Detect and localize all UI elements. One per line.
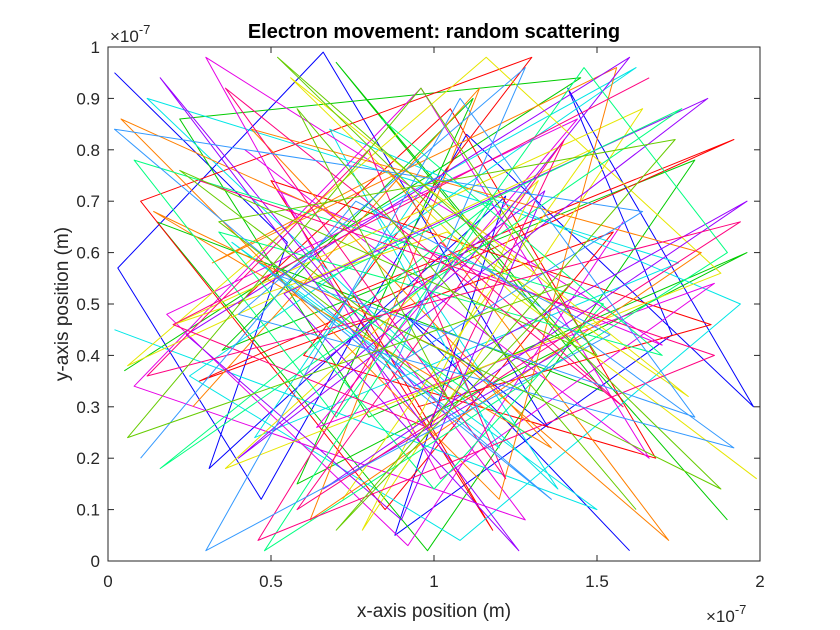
x-tick-label: 1.5 (585, 572, 609, 591)
x-exponent-base: ×10 (706, 607, 735, 626)
series-line-12 (127, 56, 722, 531)
y-axis-exponent: ×10-7 (110, 22, 150, 46)
y-tick-label: 0.4 (76, 346, 100, 365)
x-tick-label: 0.5 (259, 572, 283, 591)
y-exponent-power: -7 (139, 22, 151, 37)
x-exponent-power: -7 (735, 602, 747, 617)
y-tick-label: 0.5 (76, 295, 100, 314)
y-exponent-base: ×10 (110, 27, 139, 46)
y-tick-label: 1 (91, 38, 100, 57)
series-line-8 (159, 56, 748, 552)
y-tick-label: 0.6 (76, 244, 100, 263)
y-tick-label: 0.1 (76, 501, 100, 520)
x-axis-label: x-axis position (m) (357, 601, 511, 622)
series-line-11 (114, 67, 735, 552)
y-tick-label: 0.8 (76, 141, 100, 160)
y-tick-label: 0.2 (76, 449, 100, 468)
series-line-3 (140, 56, 735, 531)
x-tick-label: 1 (429, 572, 438, 591)
y-tick-label: 0 (91, 552, 100, 571)
y-axis-label: y-axis position (m) (52, 227, 73, 381)
series-line-6 (127, 56, 758, 531)
series-layer (114, 51, 758, 552)
series-line-9 (133, 67, 728, 552)
ticks-layer: 0 0.5 1 1.5 2 0 0.1 0.2 0.3 0.4 0.5 0.6 0.7 0.8 0.9 1 (76, 38, 764, 591)
chart-title: Electron movement: random scattering (248, 21, 620, 43)
x-tick-label: 0 (103, 572, 112, 591)
x-tick-label: 2 (755, 572, 764, 591)
y-tick-label: 0.9 (76, 89, 100, 108)
series-line-5 (133, 56, 715, 547)
x-axis-exponent: ×10-7 (706, 602, 746, 626)
y-tick-label: 0.3 (76, 398, 100, 417)
y-tick-label: 0.7 (76, 192, 100, 211)
